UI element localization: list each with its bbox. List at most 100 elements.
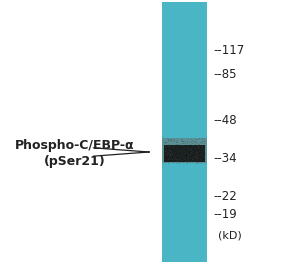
Point xyxy=(198,141,203,145)
Point xyxy=(185,146,189,150)
Point xyxy=(192,155,196,160)
Point xyxy=(194,140,198,144)
Point xyxy=(194,161,198,165)
Point xyxy=(181,160,185,164)
Point xyxy=(202,153,206,158)
Point xyxy=(197,142,201,146)
Point xyxy=(179,147,184,151)
Point xyxy=(201,149,205,153)
Point xyxy=(179,143,183,147)
Point xyxy=(186,157,190,161)
Point xyxy=(188,152,192,157)
Point xyxy=(170,151,174,155)
Point xyxy=(190,157,194,161)
Point xyxy=(194,155,198,159)
Point xyxy=(167,154,171,159)
Point xyxy=(175,153,180,158)
Point xyxy=(195,156,199,160)
Point xyxy=(185,145,189,150)
Point xyxy=(198,152,202,156)
Point xyxy=(173,139,178,143)
Point xyxy=(190,159,195,163)
Point xyxy=(191,148,195,152)
Point xyxy=(195,159,200,164)
Point xyxy=(189,159,194,163)
Point xyxy=(192,150,197,154)
Point xyxy=(186,139,191,144)
Point xyxy=(201,139,206,143)
Point xyxy=(190,151,194,155)
Point xyxy=(196,144,200,148)
Point xyxy=(200,155,204,159)
Point xyxy=(170,137,174,142)
Point xyxy=(178,149,183,153)
Point xyxy=(172,146,177,150)
Text: --34: --34 xyxy=(213,152,237,164)
Point xyxy=(191,155,196,159)
Point xyxy=(194,154,198,158)
Point xyxy=(175,159,179,163)
Point xyxy=(166,136,170,141)
Point xyxy=(165,152,170,156)
Point xyxy=(168,148,172,152)
Point xyxy=(189,150,194,154)
Point xyxy=(166,157,170,162)
Point xyxy=(175,142,180,146)
Point xyxy=(180,158,184,163)
Point xyxy=(167,144,172,148)
Point xyxy=(164,144,169,149)
Point xyxy=(164,151,168,155)
Text: --22: --22 xyxy=(213,190,237,202)
Point xyxy=(190,138,195,142)
Point xyxy=(168,153,173,157)
Point xyxy=(171,155,175,159)
Point xyxy=(170,152,175,156)
Point xyxy=(190,143,194,147)
Point xyxy=(195,155,200,160)
Point xyxy=(163,144,168,148)
Point xyxy=(185,145,189,150)
Point xyxy=(166,161,170,165)
Point xyxy=(174,159,178,163)
Point xyxy=(165,143,170,148)
Text: Phospho-C/EBP-α: Phospho-C/EBP-α xyxy=(15,139,135,152)
Point xyxy=(196,145,200,149)
Point xyxy=(190,139,195,143)
Point xyxy=(192,140,197,144)
Point xyxy=(164,149,168,153)
Point xyxy=(190,156,195,160)
Text: --85: --85 xyxy=(213,68,237,82)
Point xyxy=(200,139,205,143)
Bar xyxy=(162,2,207,262)
Point xyxy=(171,144,175,148)
Point xyxy=(179,152,183,156)
Point xyxy=(181,153,185,157)
Point xyxy=(167,144,171,148)
Point xyxy=(175,140,179,144)
Point xyxy=(196,136,201,140)
Point xyxy=(188,160,192,164)
Point xyxy=(179,154,183,158)
Point xyxy=(178,159,183,163)
Point xyxy=(164,147,168,151)
Point xyxy=(173,157,177,161)
Point xyxy=(190,157,194,161)
Point xyxy=(186,153,190,158)
Point xyxy=(196,142,200,146)
Point xyxy=(200,136,204,140)
Point xyxy=(180,143,185,147)
Point xyxy=(168,137,173,142)
Point xyxy=(201,145,206,150)
Point xyxy=(182,157,187,161)
Point xyxy=(183,150,188,155)
Point xyxy=(183,141,188,145)
Point xyxy=(193,137,198,141)
Point xyxy=(178,157,183,161)
Point xyxy=(196,155,200,160)
Point xyxy=(173,161,178,165)
Point xyxy=(171,157,176,161)
Point xyxy=(196,137,200,141)
Point xyxy=(168,154,172,158)
Point xyxy=(171,137,176,141)
Point xyxy=(199,143,203,148)
